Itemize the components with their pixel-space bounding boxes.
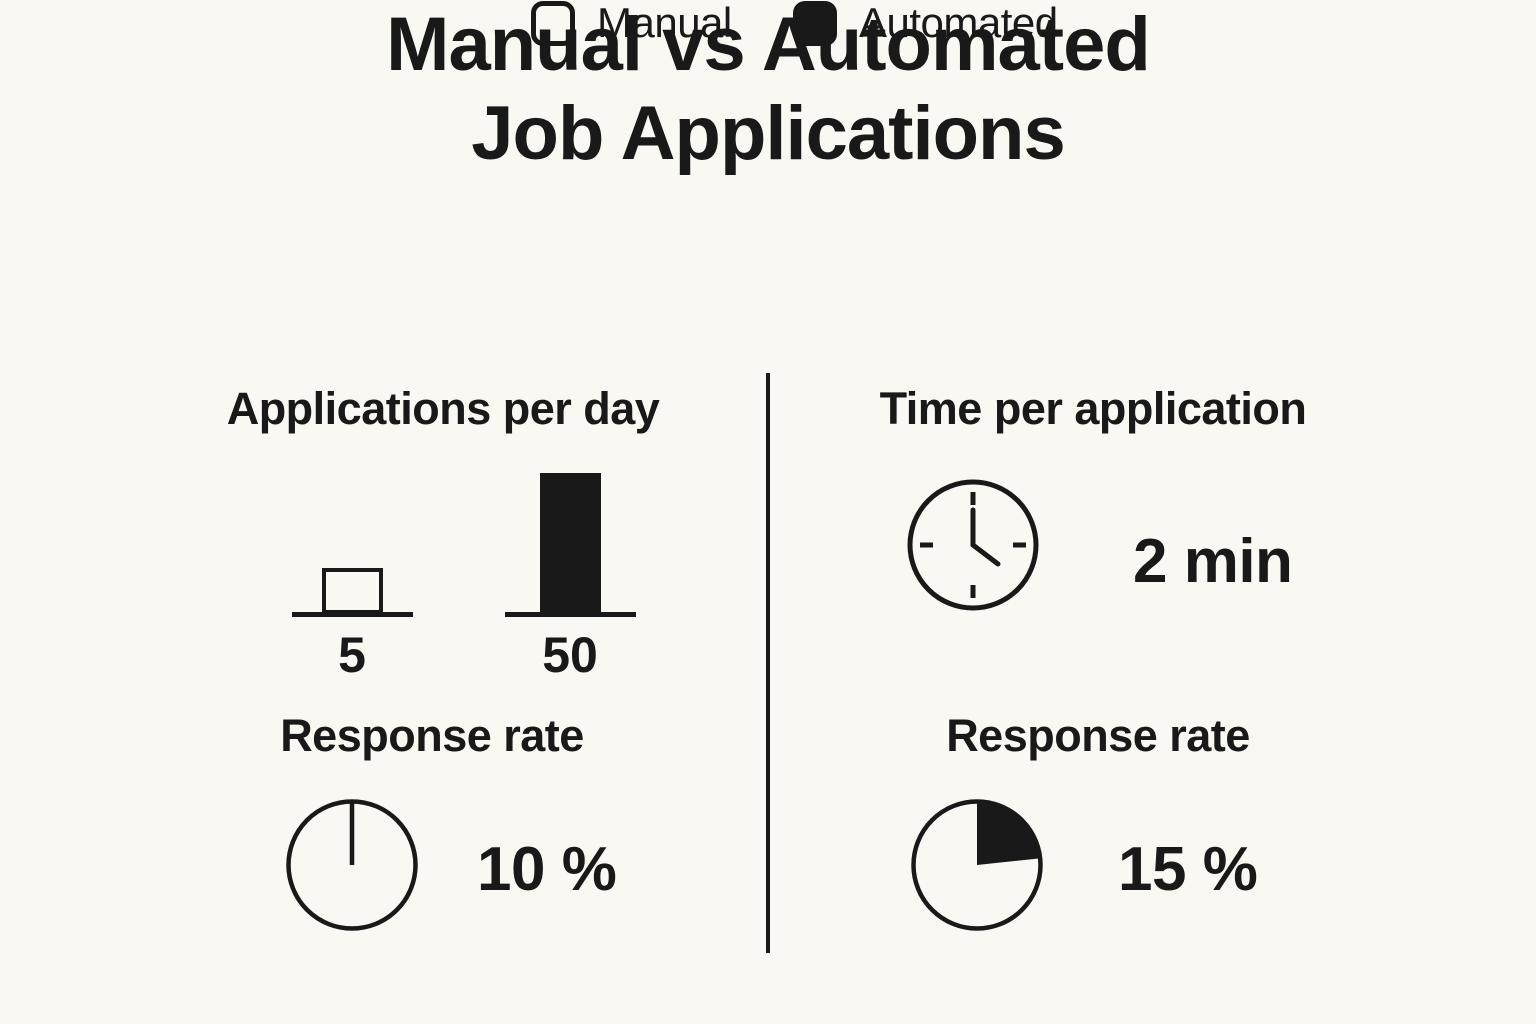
response-rate-automated-value: 15 % [1118, 835, 1258, 904]
legend-item-automated: Automated [793, 0, 1058, 46]
time-value: 2 min [1133, 527, 1293, 596]
bar-value-manual: 5 [338, 627, 366, 683]
pie-chart-15-icon [909, 797, 1045, 933]
page-title-line1: Manual vs Automated [386, 2, 1151, 87]
page-title: Manual vs Automated Job Applications [0, 0, 1536, 178]
bar-baseline-automated [505, 612, 636, 617]
bar-automated [540, 473, 601, 614]
vertical-divider [766, 373, 770, 953]
legend-label-automated: Automated [859, 0, 1058, 46]
pie-chart-empty-icon [284, 797, 420, 933]
bar-value-automated: 50 [542, 627, 598, 683]
section-heading-time-per-application: Time per application [879, 383, 1307, 434]
bar-manual [322, 568, 383, 614]
section-heading-response-rate-manual: Response rate [280, 710, 584, 761]
legend-label-manual: Manual [597, 0, 732, 46]
clock-icon [905, 477, 1041, 613]
bar-baseline-manual [292, 612, 413, 617]
section-heading-applications-per-day: Applications per day [226, 383, 660, 434]
section-heading-response-rate-automated: Response rate [946, 710, 1250, 761]
manual-outline-square-icon [531, 0, 575, 46]
automated-filled-square-icon [793, 0, 837, 46]
page-title-line2: Job Applications [471, 91, 1065, 176]
response-rate-manual-value: 10 % [477, 835, 617, 904]
legend-item-manual: Manual [531, 0, 732, 46]
